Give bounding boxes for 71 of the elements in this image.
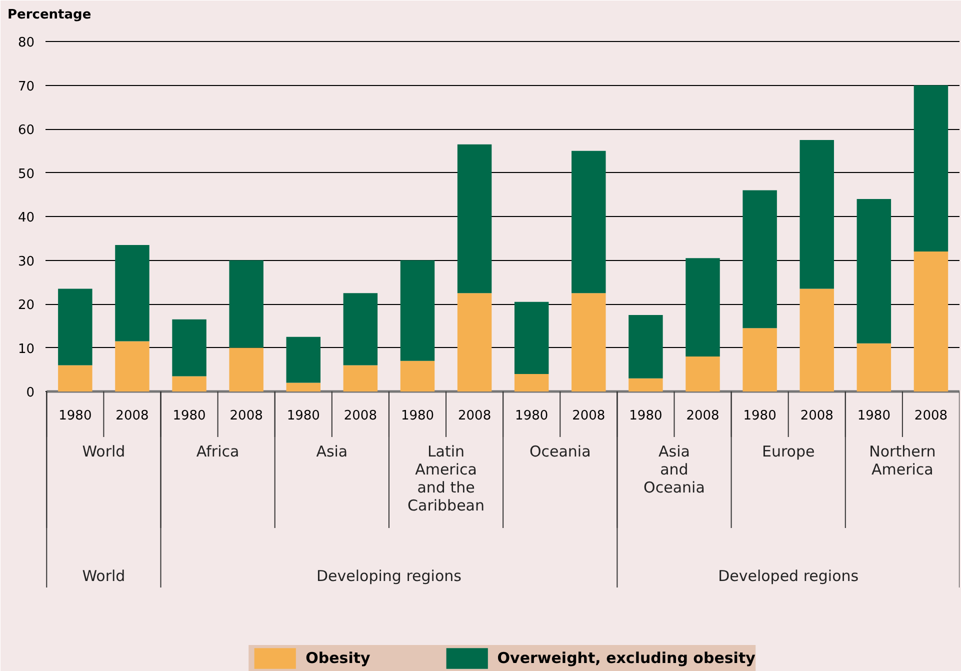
bar bbox=[742, 328, 777, 392]
y-tick-label: 40 bbox=[18, 210, 35, 226]
x-tick-label: 2008 bbox=[116, 408, 149, 424]
bar bbox=[914, 252, 948, 392]
bar bbox=[229, 348, 264, 392]
text: Asia and Oceania bbox=[644, 442, 705, 496]
text: Developed regions bbox=[718, 566, 859, 585]
y-tick-label: 50 bbox=[18, 166, 35, 182]
bar bbox=[343, 365, 378, 392]
bar bbox=[229, 260, 264, 348]
text: Latin America and the Caribbean bbox=[408, 442, 485, 514]
legend-label: Overweight, excluding obesity bbox=[497, 649, 756, 667]
bar bbox=[572, 293, 606, 392]
bar bbox=[400, 360, 435, 392]
bar bbox=[58, 288, 92, 366]
bar bbox=[514, 374, 549, 392]
bar bbox=[572, 150, 606, 294]
x-tick-label: 2008 bbox=[458, 408, 492, 424]
bar bbox=[58, 365, 92, 392]
x-tick-label: 2008 bbox=[800, 408, 834, 424]
text: Developing regions bbox=[316, 566, 462, 585]
bar bbox=[800, 288, 834, 392]
bar bbox=[115, 341, 150, 392]
x-tick-label: 2008 bbox=[572, 408, 606, 424]
bar bbox=[172, 376, 206, 392]
x-tick-label: 1980 bbox=[58, 408, 92, 424]
x-tick-label: 2008 bbox=[686, 408, 720, 424]
text: Oceania bbox=[529, 442, 591, 460]
y-tick-label: 60 bbox=[18, 123, 35, 138]
x-tick-label: 1980 bbox=[857, 408, 890, 424]
x-tick-label: 2008 bbox=[914, 408, 948, 424]
x-tick-label: 2008 bbox=[230, 408, 263, 424]
x-tick-label: 1980 bbox=[743, 408, 776, 424]
text: Asia bbox=[316, 442, 348, 460]
bar bbox=[457, 293, 492, 392]
bar bbox=[914, 85, 948, 252]
y-tick-label: 70 bbox=[18, 79, 35, 94]
text: Africa bbox=[196, 442, 240, 460]
text: Europe bbox=[762, 442, 815, 460]
bar bbox=[856, 343, 892, 392]
y-tick-label: 10 bbox=[18, 342, 35, 357]
bar bbox=[686, 356, 720, 392]
bar bbox=[628, 314, 663, 378]
bar bbox=[800, 140, 834, 289]
y-tick-label: 0 bbox=[26, 386, 35, 400]
text: Northern America bbox=[869, 442, 936, 478]
y-tick-label: 30 bbox=[18, 254, 35, 270]
text: World bbox=[82, 442, 126, 460]
bar bbox=[400, 260, 435, 361]
bar bbox=[686, 258, 720, 356]
x-tick-label: 1980 bbox=[286, 408, 320, 424]
bar bbox=[343, 293, 378, 366]
y-tick-label: 20 bbox=[18, 298, 35, 313]
bar bbox=[742, 190, 777, 328]
bar bbox=[856, 199, 892, 344]
x-tick-label: 1980 bbox=[515, 408, 548, 424]
bar bbox=[172, 319, 206, 376]
bar bbox=[286, 382, 320, 392]
bar bbox=[514, 302, 549, 374]
bar bbox=[286, 336, 320, 383]
text: World bbox=[82, 566, 126, 585]
bar bbox=[115, 244, 150, 342]
bar bbox=[457, 144, 492, 294]
x-tick-label: 1980 bbox=[172, 408, 206, 424]
x-tick-label: 1980 bbox=[400, 408, 434, 424]
y-axis-title: Percentage bbox=[8, 8, 92, 22]
y-tick-label: 80 bbox=[18, 36, 35, 50]
x-tick-label: 2008 bbox=[344, 408, 377, 424]
bar bbox=[628, 378, 663, 392]
legend-label: Obesity bbox=[306, 649, 370, 667]
x-tick-label: 1980 bbox=[629, 408, 662, 424]
